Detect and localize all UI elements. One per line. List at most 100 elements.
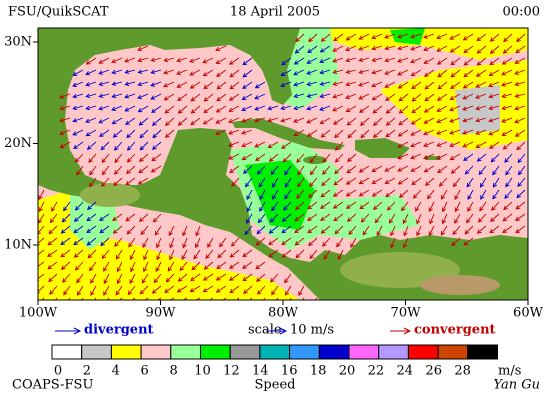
wind-arrow [402,213,409,225]
wind-arrow [501,57,513,65]
wind-arrow [215,129,227,136]
wind-arrow [449,33,461,40]
wind-arrow [490,213,500,222]
wind-arrow [215,57,227,64]
wind-arrow [514,129,526,137]
wind-arrow [47,261,58,270]
lon-label: 90W [146,306,177,321]
wind-arrow [268,237,279,246]
wind-arrow [501,81,513,87]
wind-arrow [100,141,110,151]
wind-arrow [360,129,370,139]
wind-arrow [516,33,526,43]
wind-arrow [124,93,136,99]
wind-arrow [345,33,357,41]
wind-arrow [111,57,123,64]
wind-arrow [491,201,500,211]
wind-arrow [307,129,318,137]
wind-arrow [241,153,253,161]
wind-arrow [371,69,383,75]
wind-arrow [51,201,58,212]
wind-arrow [423,129,435,136]
wind-arrow [462,129,474,135]
wind-arrow [480,177,487,188]
wind-arrow [112,129,123,138]
wind-arrow [281,237,292,246]
wind-arrow [345,93,357,99]
wind-arrow [257,213,266,224]
wind-arrow [38,261,45,269]
wind-arrow [385,189,396,198]
wind-arrow [284,165,292,176]
wind-arrow [320,129,331,138]
wind-arrow [332,45,344,52]
wind-arrow [189,57,201,63]
wind-arrow [397,45,409,51]
wind-arrow [397,153,409,160]
header-left: FSU/QuikSCAT [8,5,109,20]
wind-arrow [415,201,422,212]
wind-arrow [398,93,409,102]
wind-arrow [410,117,422,125]
wind-arrow [124,81,136,86]
wind-arrow [268,153,279,162]
lat-label: 10N [4,238,32,253]
wind-arrow [76,165,84,176]
wind-arrow [143,261,149,273]
wind-arrow [306,57,318,64]
wind-arrow [119,297,123,300]
wind-arrow [398,105,409,114]
wind-arrow [216,81,227,90]
wind-arrow [427,189,435,200]
wind-arrow [131,297,136,300]
wind-arrow [397,69,409,76]
wind-arrow [155,261,162,273]
wind-arrow [101,153,110,164]
wind-arrow [77,285,84,296]
wind-arrow [62,273,71,283]
wind-arrow [228,273,240,281]
wind-arrow [489,141,500,149]
wind-arrow [115,249,123,260]
wind-arrow [215,117,227,124]
wind-arrow [241,129,253,135]
wind-arrow [74,261,84,271]
wind-arrow [371,81,383,88]
wind-arrow [164,105,175,114]
wind-arrow [202,69,214,77]
wind-arrow [504,153,513,163]
wind-arrow [140,225,149,236]
wind-arrow [372,105,383,114]
wind-arrow [87,249,97,259]
wind-arrow [462,141,474,148]
wind-arrow [255,261,266,270]
color-swatch [289,344,320,360]
wind-arrow [111,81,123,86]
wind-arrow [517,153,526,164]
wind-arrow [283,201,292,211]
land [38,28,528,300]
wind-arrow [163,57,175,63]
wind-arrow [191,297,201,300]
wind-arrow [502,225,513,234]
wind-arrow [333,117,344,125]
wind-arrow [371,45,383,51]
wind-arrow [242,69,253,78]
wind-arrow [350,237,357,248]
wind-arrow [74,153,84,163]
wind-arrow [293,129,305,136]
wind-arrow [137,105,149,113]
wind-arrow [244,225,253,236]
wind-arrow [124,57,136,63]
wind-arrow [309,153,318,164]
wind-arrow [284,189,292,200]
color-swatch [348,344,380,360]
wind-arrow [441,213,448,225]
wind-arrow [38,249,45,257]
wind-arrow [410,57,422,64]
terrain [80,183,140,207]
wind-arrow [501,69,513,76]
wind-arrow [229,165,240,174]
wind-arrow [464,165,474,175]
wind-arrow [345,201,357,209]
